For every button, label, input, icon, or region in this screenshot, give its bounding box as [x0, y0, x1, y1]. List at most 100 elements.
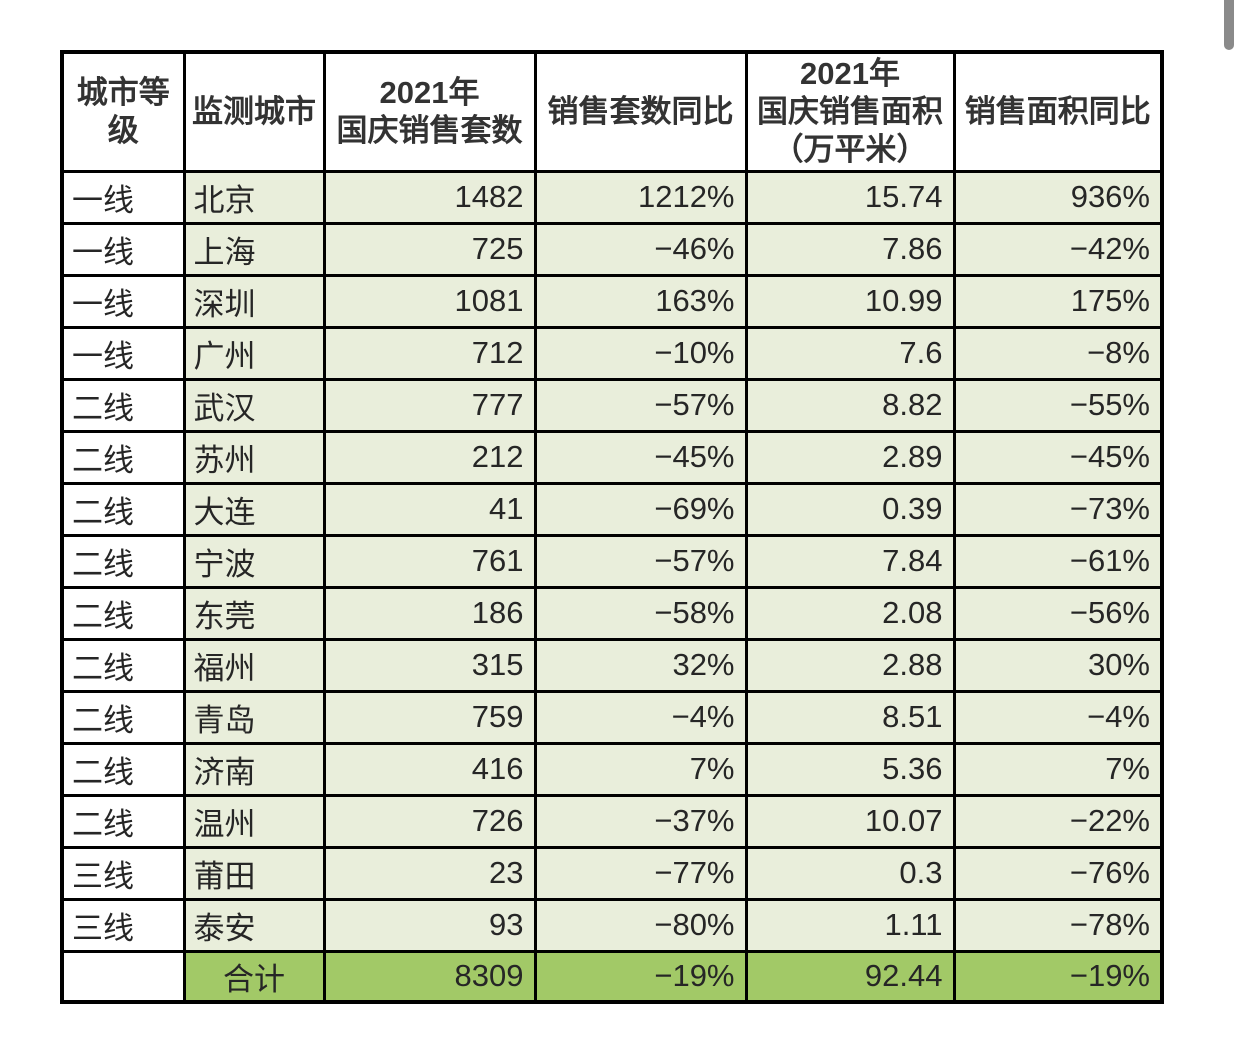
total-units-yoy-cell: −19%	[533, 949, 748, 1003]
tier-cell: 二线	[60, 377, 186, 433]
area-yoy-cell: −22%	[952, 793, 1164, 849]
area-yoy-cell: −73%	[952, 481, 1164, 537]
table-row: 二线 东莞 186 −58% 2.08 −56%	[60, 585, 1164, 641]
area-yoy-cell: −76%	[952, 845, 1164, 901]
units-yoy-cell: −10%	[533, 325, 748, 381]
area-cell: 8.82	[744, 377, 956, 433]
tier-cell: 二线	[60, 793, 186, 849]
table-row: 一线 深圳 1081 163% 10.99 175%	[60, 273, 1164, 329]
area-cell: 7.6	[744, 325, 956, 381]
table-row: 二线 济南 416 7% 5.36 7%	[60, 741, 1164, 797]
area-yoy-cell: −42%	[952, 221, 1164, 277]
city-cell: 苏州	[182, 429, 326, 485]
city-cell: 东莞	[182, 585, 326, 641]
area-yoy-cell: −56%	[952, 585, 1164, 641]
units-cell: 1081	[322, 273, 537, 329]
table-row: 一线 广州 712 −10% 7.6 −8%	[60, 325, 1164, 381]
tier-cell: 一线	[60, 221, 186, 277]
table-row: 一线 北京 1482 1212% 15.74 936%	[60, 169, 1164, 225]
units-cell: 315	[322, 637, 537, 693]
table-row: 二线 福州 315 32% 2.88 30%	[60, 637, 1164, 693]
units-yoy-cell: 7%	[533, 741, 748, 797]
area-yoy-cell: 7%	[952, 741, 1164, 797]
city-cell: 北京	[182, 169, 326, 225]
table-row: 二线 温州 726 −37% 10.07 −22%	[60, 793, 1164, 849]
table-row: 二线 大连 41 −69% 0.39 −73%	[60, 481, 1164, 537]
area-cell: 7.86	[744, 221, 956, 277]
units-cell: 712	[322, 325, 537, 381]
area-cell: 10.07	[744, 793, 956, 849]
units-yoy-cell: −69%	[533, 481, 748, 537]
units-yoy-cell: −80%	[533, 897, 748, 953]
tier-cell: 一线	[60, 273, 186, 329]
units-cell: 726	[322, 793, 537, 849]
city-cell: 广州	[182, 325, 326, 381]
total-row: 合计 8309 −19% 92.44 −19%	[60, 949, 1164, 1003]
units-yoy-cell: 1212%	[533, 169, 748, 225]
units-cell: 759	[322, 689, 537, 745]
tier-cell: 一线	[60, 325, 186, 381]
units-yoy-cell: −57%	[533, 377, 748, 433]
tier-cell: 二线	[60, 585, 186, 641]
area-yoy-cell: −61%	[952, 533, 1164, 589]
units-yoy-cell: −46%	[533, 221, 748, 277]
col-header-units-yoy: 销售套数同比	[533, 50, 748, 173]
col-header-area-sold: 2021年 国庆销售面积 （万平米）	[744, 50, 956, 173]
units-cell: 186	[322, 585, 537, 641]
area-yoy-cell: 175%	[952, 273, 1164, 329]
area-cell: 1.11	[744, 897, 956, 953]
area-yoy-cell: −8%	[952, 325, 1164, 381]
area-yoy-cell: −55%	[952, 377, 1164, 433]
table-row: 一线 上海 725 −46% 7.86 −42%	[60, 221, 1164, 277]
area-cell: 2.08	[744, 585, 956, 641]
area-yoy-cell: −4%	[952, 689, 1164, 745]
city-cell: 福州	[182, 637, 326, 693]
units-yoy-cell: −45%	[533, 429, 748, 485]
city-cell: 温州	[182, 793, 326, 849]
area-yoy-cell: 30%	[952, 637, 1164, 693]
tier-cell: 一线	[60, 169, 186, 225]
city-cell: 济南	[182, 741, 326, 797]
total-area-cell: 92.44	[744, 949, 956, 1003]
units-cell: 41	[322, 481, 537, 537]
area-yoy-cell: −45%	[952, 429, 1164, 485]
table-row: 二线 宁波 761 −57% 7.84 −61%	[60, 533, 1164, 589]
col-header-units-sold: 2021年 国庆销售套数	[322, 50, 537, 173]
units-cell: 212	[322, 429, 537, 485]
units-cell: 23	[322, 845, 537, 901]
city-cell: 泰安	[182, 897, 326, 953]
area-cell: 5.36	[744, 741, 956, 797]
scrollbar-thumb[interactable]	[1224, 0, 1234, 50]
total-empty-cell	[60, 949, 186, 1003]
units-cell: 777	[322, 377, 537, 433]
area-cell: 0.3	[744, 845, 956, 901]
total-label-cell: 合计	[182, 949, 326, 1003]
total-area-yoy-cell: −19%	[952, 949, 1164, 1003]
area-cell: 8.51	[744, 689, 956, 745]
area-yoy-cell: −78%	[952, 897, 1164, 953]
tier-cell: 二线	[60, 741, 186, 797]
units-cell: 761	[322, 533, 537, 589]
city-cell: 宁波	[182, 533, 326, 589]
tier-cell: 三线	[60, 845, 186, 901]
tier-cell: 二线	[60, 429, 186, 485]
units-yoy-cell: −57%	[533, 533, 748, 589]
city-cell: 大连	[182, 481, 326, 537]
header-row: 城市等 级 监测城市 2021年 国庆销售套数 销售套数同比 2021年 国庆销…	[60, 50, 1164, 173]
area-cell: 7.84	[744, 533, 956, 589]
area-cell: 2.88	[744, 637, 956, 693]
units-yoy-cell: −37%	[533, 793, 748, 849]
area-yoy-cell: 936%	[952, 169, 1164, 225]
area-cell: 15.74	[744, 169, 956, 225]
table-row: 二线 青岛 759 −4% 8.51 −4%	[60, 689, 1164, 745]
units-cell: 416	[322, 741, 537, 797]
col-header-monitored-city: 监测城市	[182, 50, 326, 173]
area-cell: 10.99	[744, 273, 956, 329]
tier-cell: 三线	[60, 897, 186, 953]
tier-cell: 二线	[60, 533, 186, 589]
area-cell: 2.89	[744, 429, 956, 485]
col-header-city-tier: 城市等 级	[60, 50, 186, 173]
units-yoy-cell: 163%	[533, 273, 748, 329]
table-row: 三线 泰安 93 −80% 1.11 −78%	[60, 897, 1164, 953]
